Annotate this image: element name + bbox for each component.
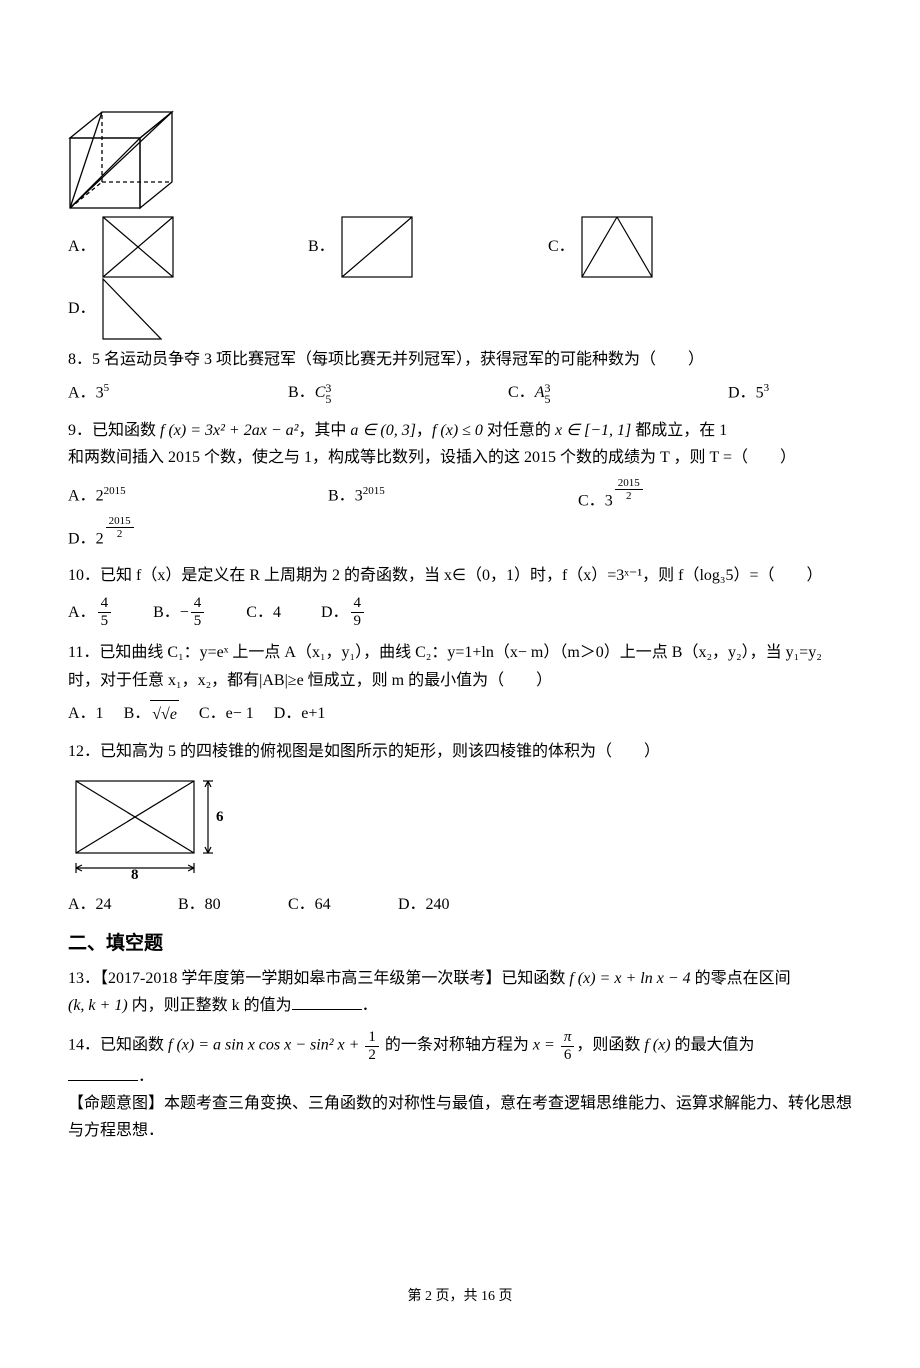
q7-options: A． B． C． bbox=[68, 216, 852, 340]
q10-text: 10．已知 f（x）是定义在 R 上周期为 2 的奇函数，当 x∈（0，1）时，… bbox=[68, 562, 852, 589]
q7-opt-c-fig bbox=[581, 216, 653, 278]
q12-figure: 8 6 bbox=[68, 773, 852, 883]
q14-note: 【命题意图】本题考查三角变换、三角函数的对称性与最值，意在考查逻辑思维能力、运算… bbox=[68, 1090, 852, 1144]
page-number: 第 2 页，共 16 页 bbox=[68, 1285, 852, 1309]
q9-opt-b: B．32015 bbox=[328, 482, 578, 510]
q13-line1: 13．【2017-2018 学年度第一学期如皋市高三年级第一次联考】已知函数 f… bbox=[68, 965, 852, 992]
q10-opt-c: C．4 bbox=[246, 599, 281, 626]
q9-opt-a: A．22015 bbox=[68, 482, 328, 510]
q7-opt-b-fig bbox=[341, 216, 413, 278]
q8: 8．5 名运动员争夺 3 项比赛冠军（每项比赛无并列冠军），获得冠军的可能种数为… bbox=[68, 346, 852, 407]
q10-opt-d: D．49 bbox=[321, 595, 366, 629]
q14-blank bbox=[68, 1064, 138, 1082]
svg-text:8: 8 bbox=[131, 867, 139, 883]
q12-text: 12．已知高为 5 的四棱锥的俯视图是如图所示的矩形，则该四棱锥的体积为（ ） bbox=[68, 738, 852, 765]
q8-opt-a: A．35 bbox=[68, 379, 288, 407]
q14-blank-line: ． bbox=[68, 1063, 852, 1090]
q7-cube-figure bbox=[68, 110, 852, 210]
q12: 12．已知高为 5 的四棱锥的俯视图是如图所示的矩形，则该四棱锥的体积为（ ） bbox=[68, 738, 852, 918]
q7-opt-a-fig bbox=[102, 216, 174, 278]
q10-opt-b: B．−45 bbox=[153, 595, 206, 629]
q9-line2: 和两数间插入 2015 个数，使之与 1，构成等比数列，设插入的这 2015 个… bbox=[68, 444, 852, 471]
q9-opt-c: C．320152 bbox=[578, 477, 798, 515]
q9: 9．已知函数 f (x) = 3x² + 2ax − a²，其中 a ∈ (0,… bbox=[68, 417, 852, 553]
q8-text: 8．5 名运动员争夺 3 项比赛冠军（每项比赛无并列冠军），获得冠军的可能种数为… bbox=[68, 346, 852, 373]
q9-line1: 9．已知函数 f (x) = 3x² + 2ax − a²，其中 a ∈ (0,… bbox=[68, 417, 852, 444]
q11-opt-a: A．1 bbox=[68, 700, 104, 728]
q12-opt-b: B．80 bbox=[178, 891, 288, 918]
q12-opt-c: C．64 bbox=[288, 891, 398, 918]
q13-line2: (k, k + 1) 内，则正整数 k 的值为． bbox=[68, 992, 852, 1019]
q12-opt-a: A．24 bbox=[68, 891, 178, 918]
q13: 13．【2017-2018 学年度第一学期如皋市高三年级第一次联考】已知函数 f… bbox=[68, 965, 852, 1019]
q7-opt-d-fig bbox=[102, 278, 162, 340]
q8-opt-c: C．A35 bbox=[508, 379, 728, 407]
q11: 11．已知曲线 C₁：y=eˣ 上一点 A（x₁，y₁），曲线 C₂：y=1+l… bbox=[68, 639, 852, 728]
q9-opt-d: D．220152 bbox=[68, 515, 136, 553]
q11-line1: 11．已知曲线 C₁：y=eˣ 上一点 A（x₁，y₁），曲线 C₂：y=1+l… bbox=[68, 639, 852, 666]
q7-opt-b-label: B． bbox=[308, 233, 335, 260]
q10: 10．已知 f（x）是定义在 R 上周期为 2 的奇函数，当 x∈（0，1）时，… bbox=[68, 562, 852, 629]
q11-opt-b: B．√√e bbox=[124, 700, 179, 728]
q13-blank bbox=[292, 992, 362, 1010]
q11-opt-c: C．e− 1 bbox=[199, 700, 254, 728]
q8-opt-d: D．53 bbox=[728, 379, 769, 407]
q11-line2: 时，对于任意 x₁，x₂，都有|AB|≥e 恒成立，则 m 的最小值为（ ） bbox=[68, 667, 852, 694]
q10-opt-a: A．45 bbox=[68, 595, 113, 629]
q12-opt-d: D．240 bbox=[398, 891, 508, 918]
q8-opt-b: B．C35 bbox=[288, 379, 508, 407]
q7-opt-d-label: D． bbox=[68, 295, 96, 322]
q11-opt-d: D．e+1 bbox=[274, 700, 326, 728]
q7-opt-c-label: C． bbox=[548, 233, 575, 260]
q7-opt-a-label: A． bbox=[68, 233, 96, 260]
q14-line1: 14．已知函数 f (x) = a sin x cos x − sin² x +… bbox=[68, 1029, 852, 1063]
q14: 14．已知函数 f (x) = a sin x cos x − sin² x +… bbox=[68, 1029, 852, 1145]
section-2-title: 二、填空题 bbox=[68, 928, 852, 960]
svg-text:6: 6 bbox=[216, 809, 224, 825]
